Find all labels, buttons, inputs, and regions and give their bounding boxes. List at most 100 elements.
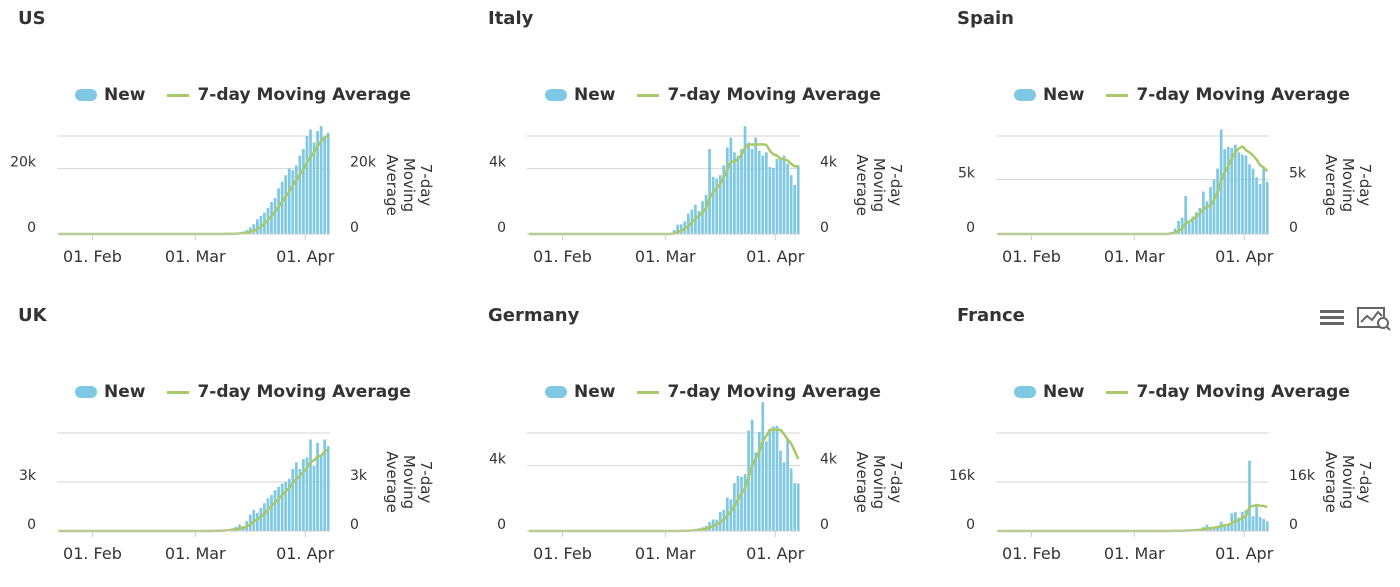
bar (294, 165, 298, 234)
chart-panel-italy: Italy New 7-day Moving Average 0 0 4k 4k 01.… (470, 0, 910, 290)
hamburger-menu-icon[interactable] (1320, 308, 1344, 328)
bar (1244, 155, 1248, 234)
bar (757, 431, 761, 531)
right-axis-title-line: 7-day (417, 164, 435, 207)
bar (259, 216, 263, 234)
bar (1202, 191, 1205, 234)
bar (309, 439, 312, 531)
bar (1230, 147, 1234, 234)
legend-item-moving-average[interactable]: 7-day Moving Average (637, 382, 881, 402)
bar (302, 149, 305, 234)
chart-svg: 0 0 16k 16k 01. Feb 01. Mar 01. Apr 7-dayMoving… (949, 432, 1374, 563)
bar (1173, 228, 1177, 234)
legend-swatch-line (637, 390, 660, 394)
bar (1265, 521, 1269, 531)
chart-svg: 0 0 20k 20k 01. Feb 01. Mar 01. Apr 7-dayMoving… (10, 126, 435, 266)
bar (287, 168, 291, 234)
bar (740, 477, 743, 531)
legend-swatch-bar (545, 89, 567, 101)
bar (298, 155, 302, 234)
bar (715, 178, 719, 234)
right-axis-title-line: Average (383, 154, 401, 216)
legend-swatch-line (637, 93, 660, 97)
bar (319, 126, 323, 234)
bar (782, 155, 786, 234)
bar (1205, 201, 1209, 234)
bar (786, 163, 789, 234)
right-axis-title-line: Moving (1339, 158, 1357, 212)
right-axis-title-line: Average (853, 451, 871, 513)
bar (743, 126, 747, 234)
bar (298, 468, 302, 531)
bar (1191, 216, 1195, 234)
y-tick-label-left: 4k (489, 155, 507, 171)
bar (1226, 146, 1230, 234)
x-tick-label: 01. Feb (533, 247, 592, 266)
bar (768, 167, 772, 234)
bar (1237, 517, 1241, 531)
legend-item-new[interactable]: New (1014, 382, 1084, 402)
chart-panel-france: France New 7-day Moving Average 0 0 16k 16k… (939, 297, 1379, 587)
bar (679, 224, 683, 234)
legend: New 7-day Moving Average (1014, 82, 1372, 108)
chart-view-icon[interactable] (1356, 305, 1392, 333)
bar (697, 211, 701, 234)
y-tick-label-right: 0 (350, 517, 359, 533)
bar (319, 455, 323, 531)
legend-swatch-bar (75, 89, 97, 101)
x-tick-label: 01. Mar (165, 247, 226, 266)
legend-item-moving-average[interactable]: 7-day Moving Average (167, 382, 411, 402)
x-tick-label: 01. Feb (1002, 247, 1061, 266)
legend-swatch-bar (75, 386, 97, 398)
bar (761, 401, 765, 531)
right-axis-title: 7-dayMovingAverage (1322, 154, 1374, 216)
x-tick-label: 01. Apr (1215, 544, 1274, 563)
bar (757, 150, 761, 234)
legend-item-moving-average[interactable]: 7-day Moving Average (1106, 85, 1350, 105)
moving-average-line (58, 448, 329, 533)
y-tick-label-right: 0 (350, 220, 359, 236)
legend-swatch-bar (545, 386, 567, 398)
right-axis-title-line: Moving (870, 455, 888, 509)
legend-swatch-line (167, 93, 190, 97)
bar (309, 129, 312, 234)
legend-label-moving-average: 7-day Moving Average (197, 382, 411, 402)
right-axis-title-line: 7-day (887, 461, 905, 504)
bar (1216, 168, 1219, 234)
chart-panel-spain: Spain New 7-day Moving Average 0 0 5k 5k 01.… (939, 0, 1379, 290)
legend-swatch-line (167, 390, 190, 394)
legend-item-new[interactable]: New (545, 85, 615, 105)
legend-item-moving-average[interactable]: 7-day Moving Average (1106, 382, 1350, 402)
right-axis-title-line: Average (383, 451, 401, 513)
legend-item-new[interactable]: New (75, 382, 145, 402)
legend-item-new[interactable]: New (1014, 85, 1084, 105)
legend-swatch-bar (1014, 386, 1036, 398)
chart-svg: 0 0 3k 3k 01. Feb 01. Mar 01. Apr 7-dayMovingAv… (19, 432, 435, 563)
chart-panel-germany: Germany New 7-day Moving Average 0 0 4k 4k 0… (470, 297, 910, 587)
bar (775, 425, 779, 531)
bar (1177, 220, 1180, 234)
bar (1251, 516, 1255, 531)
bar (764, 152, 768, 234)
y-tick-label-right: 16k (1289, 468, 1316, 484)
legend-item-moving-average[interactable]: 7-day Moving Average (637, 85, 881, 105)
bar (284, 482, 288, 531)
chart-svg: 0 0 4k 4k 01. Feb 01. Mar 01. Apr 7-dayMovingAv… (489, 126, 905, 266)
legend-item-moving-average[interactable]: 7-day Moving Average (167, 85, 411, 105)
legend-item-new[interactable]: New (75, 85, 145, 105)
chart-svg: 0 0 4k 4k 01. Feb 01. Mar 01. Apr 7-dayMovingAv… (489, 401, 905, 563)
x-tick-label: 01. Mar (635, 544, 696, 563)
y-tick-label-right: 20k (350, 155, 377, 171)
bar (740, 149, 743, 234)
bar (736, 155, 740, 234)
bar (1233, 144, 1237, 234)
y-tick-label-left: 4k (489, 452, 507, 468)
bar (326, 446, 330, 531)
chart-title: US (18, 8, 46, 29)
right-axis-title: 7-dayMovingAverage (383, 451, 435, 513)
y-tick-label-right: 0 (820, 517, 829, 533)
legend-label-moving-average: 7-day Moving Average (1136, 85, 1350, 105)
legend-item-new[interactable]: New (545, 382, 615, 402)
bar (704, 194, 708, 234)
bar (1216, 525, 1219, 531)
